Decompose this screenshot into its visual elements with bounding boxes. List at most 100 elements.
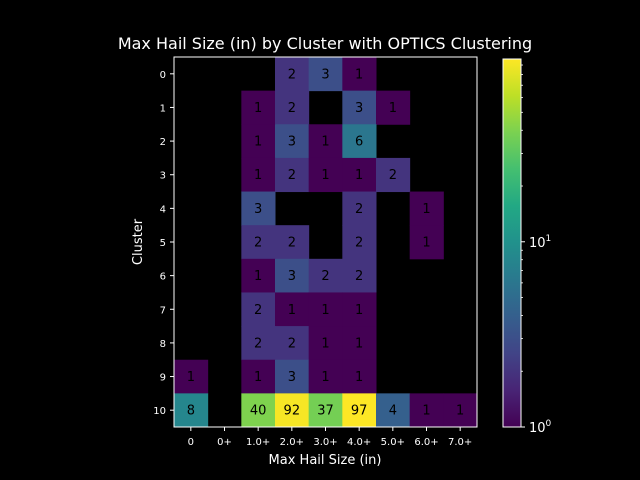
x-tick-label: 2.0+ [280,437,304,448]
colorbar-tick-label: 101 [529,234,551,251]
cell-value-label: 1 [389,101,397,116]
x-tick-label: 0+ [217,437,232,448]
heatmap-cell [308,57,343,92]
colorbar-gradient [502,58,522,428]
cell-value-label: 2 [254,336,262,351]
x-tick-label: 6.0+ [414,437,438,448]
cell-value-label: 1 [355,303,363,318]
cell-value-label: 1 [422,404,430,419]
cell-value-label: 2 [288,236,296,251]
heatmap-cell [342,326,377,361]
heatmap-cell [342,393,377,428]
heatmap-cell [308,124,343,159]
cell-value-label: 4 [389,404,397,419]
cell-value-label: 1 [422,236,430,251]
heatmap-cell [241,326,276,361]
x-axis: 0 0+ 1.0+ 2.0+ 3.0+ 4.0+ 5.0+ 6.0+ 7.0+ [188,427,472,448]
heatmap-cell [342,359,377,394]
heatmap-cell [275,157,310,193]
x-tick-label: 5.0+ [381,437,405,448]
y-tick-label: 3 [160,171,166,182]
y-tick-label: 1 [160,103,166,114]
heatmap-cell [241,258,276,293]
heatmap-cell [275,393,310,428]
x-tick-label: 4.0+ [347,437,371,448]
cell-value-label: 1 [288,303,296,318]
heatmap-cell [409,225,444,260]
cell-value-label: 1 [254,168,262,183]
cell-value-label: 2 [288,336,296,351]
cell-value-label: 92 [284,404,301,419]
heatmap-cell [443,393,478,428]
heatmap-cell [308,359,343,394]
heatmap-cell [275,90,310,125]
cell-value-label: 1 [187,370,195,385]
heatmap-cell [241,359,276,394]
cell-value-label: 40 [250,404,267,419]
heatmap-cell [342,292,377,327]
heatmap-cell [409,393,444,428]
heatmap-cell [241,292,276,327]
cell-value-label: 37 [317,404,334,419]
heatmap-cell [342,90,377,125]
cell-value-label: 1 [254,370,262,385]
heatmap-cell [275,258,310,293]
cell-value-label: 2 [288,101,296,116]
colorbar-tick-label: 100 [529,419,552,436]
cell-value-label: 1 [321,303,329,318]
cell-value-label: 1 [456,404,464,419]
y-tick-label: 9 [160,373,166,384]
heatmap-cell [275,326,310,361]
cell-value-label: 1 [321,336,329,351]
x-tick-label: 0 [188,437,194,448]
cell-value-label: 3 [254,202,262,217]
y-tick-label: 4 [160,204,166,215]
heatmap-cell [241,124,276,159]
cell-value-label: 1 [321,370,329,385]
cell-value-label: 1 [355,370,363,385]
heatmap-cell [241,90,276,125]
y-tick-label: 10 [153,406,166,417]
heatmap-cell [174,359,209,394]
heatmap-cell [308,326,343,361]
cell-value-label: 3 [288,269,296,284]
cell-value-label: 1 [254,101,262,116]
cell-value-label: 2 [288,168,296,183]
heatmap-cell [241,157,276,193]
colorbar: 100 101 [502,58,552,436]
cell-value-label: 1 [321,168,329,183]
cell-value-label: 2 [321,269,329,284]
heatmap-cell [241,191,276,226]
heatmap-cell [342,258,377,293]
y-tick-label: 6 [160,272,166,283]
cell-value-label: 2 [355,202,363,217]
cell-value-label: 2 [254,303,262,318]
y-tick-label: 5 [160,238,166,249]
y-axis-label: Cluster [131,218,146,265]
heatmap-cell [241,393,276,428]
cell-value-label: 2 [355,269,363,284]
heatmap-cell [342,191,377,226]
heatmap-cell [275,292,310,327]
heatmap-cell [342,225,377,260]
cell-value-label: 1 [254,269,262,284]
heatmap-cell [342,57,377,92]
heatmap-cell [376,393,411,428]
heatmap-cell [342,157,377,193]
heatmap-cell [275,57,310,92]
cell-value-label: 1 [321,135,329,150]
heatmap-cell [308,157,343,193]
plot-area: 2 3 1 1 2 3 1 1 3 1 6 1 2 1 1 2 3 2 1 2 2 2 1 1 3 2 2 2 1 1 1 2 2 1 1 1 1 3 1 1… [174,57,478,428]
y-axis: 0 1 2 3 4 5 6 7 8 9 10 [153,70,174,417]
cell-value-label: 3 [321,67,329,82]
heatmap-cell [275,359,310,394]
heatmap-cell [308,393,343,428]
cell-value-label: 3 [288,135,296,150]
cell-value-label: 2 [288,67,296,82]
cell-value-label: 1 [355,336,363,351]
cell-value-label: 97 [351,404,368,419]
cell-value-label: 3 [355,101,363,116]
heatmap-cell [308,258,343,293]
y-tick-label: 8 [160,339,166,350]
heatmap-cell [275,225,310,260]
